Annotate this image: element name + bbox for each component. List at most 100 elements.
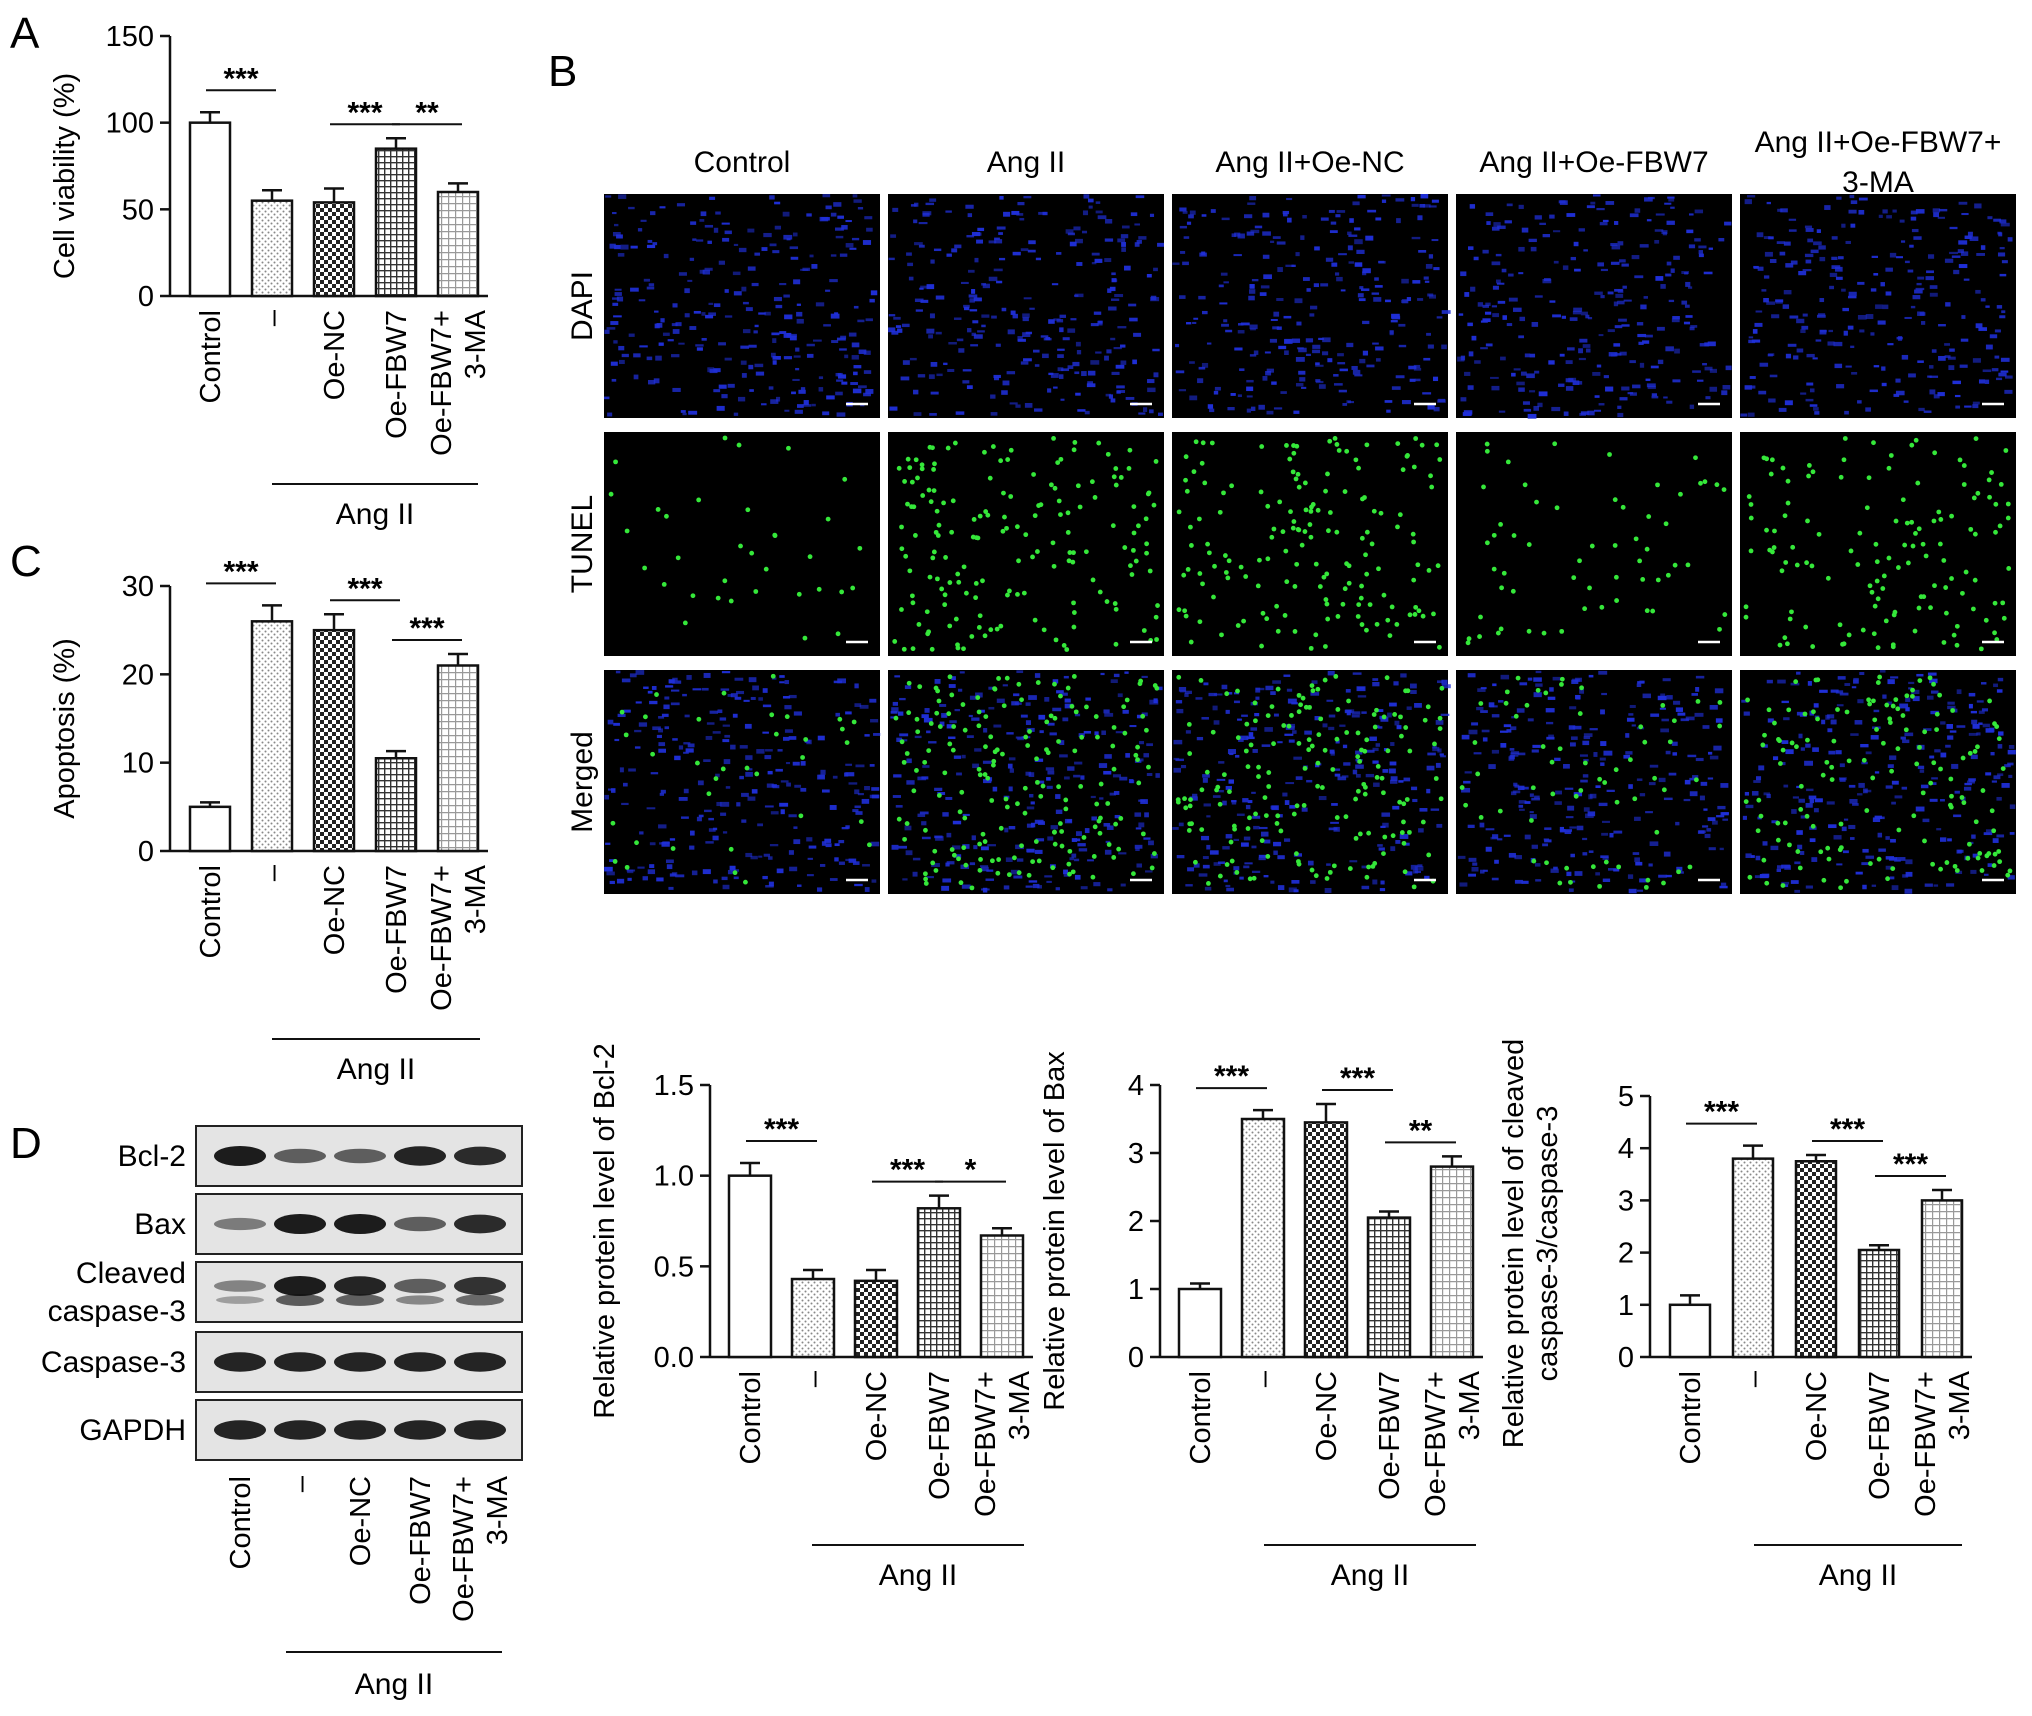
dapi-nucleus <box>840 335 847 339</box>
dapi-nucleus <box>1573 792 1583 797</box>
dapi-nucleus <box>1664 202 1672 205</box>
dapi-nucleus <box>1588 674 1594 678</box>
tunel-positive-cell <box>1340 601 1346 607</box>
tunel-positive-cell <box>1019 843 1024 849</box>
dapi-nucleus <box>1356 249 1365 254</box>
dapi-nucleus <box>1330 821 1339 824</box>
dapi-nucleus <box>1961 315 1966 319</box>
tunel-positive-cell <box>983 509 989 514</box>
dapi-nucleus <box>864 786 870 791</box>
dapi-nucleus <box>1755 310 1763 313</box>
dapi-nucleus <box>692 238 697 241</box>
dapi-nucleus <box>1067 232 1075 236</box>
tunel-positive-cell <box>1379 775 1385 781</box>
tunel-positive-cell <box>1264 616 1270 622</box>
tunel-positive-cell <box>1027 729 1032 734</box>
dapi-nucleus <box>1414 378 1421 382</box>
dapi-nucleus <box>647 379 656 385</box>
dapi-nucleus <box>1850 733 1859 736</box>
tunel-positive-cell <box>1183 805 1189 811</box>
dapi-nucleus <box>1972 358 1981 363</box>
dapi-nucleus <box>1255 696 1260 700</box>
dapi-nucleus <box>687 743 695 748</box>
tunel-positive-cell <box>1530 785 1536 791</box>
tunel-positive-cell <box>1089 479 1095 485</box>
tunel-positive-cell <box>1831 738 1837 744</box>
dapi-nucleus <box>1115 364 1125 369</box>
tunel-positive-cell <box>1685 562 1691 568</box>
dapi-nucleus <box>681 816 689 819</box>
dapi-nucleus <box>1899 219 1905 223</box>
tunel-positive-cell <box>1764 880 1770 886</box>
tunel-positive-cell <box>825 516 831 522</box>
dapi-nucleus <box>765 885 774 888</box>
tunel-positive-cell <box>1407 612 1413 618</box>
dapi-nucleus <box>1542 843 1549 847</box>
dapi-nucleus <box>1328 726 1335 731</box>
dapi-nucleus <box>1995 377 2003 381</box>
dapi-nucleus <box>1083 194 1090 199</box>
dapi-nucleus <box>1389 702 1397 707</box>
dapi-nucleus <box>1471 867 1479 872</box>
tunel-positive-cell <box>1253 811 1258 817</box>
tunel-positive-cell <box>1986 477 1992 483</box>
micrograph-merged <box>604 670 881 894</box>
dapi-nucleus <box>1050 825 1058 830</box>
dapi-nucleus <box>1594 395 1600 398</box>
tunel-positive-cell <box>1890 642 1896 648</box>
dapi-nucleus <box>1634 208 1641 213</box>
dapi-nucleus <box>1424 875 1430 881</box>
dapi-nucleus <box>715 773 720 778</box>
dapi-nucleus <box>696 347 703 351</box>
tunel-positive-cell <box>1127 447 1133 453</box>
dapi-nucleus <box>1493 222 1501 227</box>
tunel-positive-cell <box>1059 843 1065 849</box>
dapi-nucleus <box>1480 869 1485 874</box>
dapi-nucleus <box>1621 386 1630 391</box>
dapi-nucleus <box>888 314 896 317</box>
tunel-positive-cell <box>1960 755 1966 761</box>
tunel-positive-cell <box>2000 766 2006 772</box>
dapi-nucleus <box>1386 409 1391 413</box>
dapi-nucleus <box>1835 750 1842 755</box>
tunel-positive-cell <box>1372 861 1378 866</box>
dapi-nucleus <box>616 296 624 302</box>
dapi-nucleus <box>980 846 989 851</box>
tunel-positive-cell <box>1265 854 1271 859</box>
dapi-nucleus <box>837 372 843 377</box>
dapi-nucleus <box>969 862 976 866</box>
dapi-nucleus <box>1271 381 1277 385</box>
dapi-nucleus <box>1930 710 1939 715</box>
dapi-nucleus <box>1534 795 1540 799</box>
dapi-nucleus <box>1985 305 1990 308</box>
dapi-nucleus <box>1810 249 1819 254</box>
tunel-positive-cell <box>1693 777 1699 783</box>
dapi-nucleus <box>803 400 809 405</box>
dapi-nucleus <box>1954 790 1960 794</box>
dapi-nucleus <box>1629 392 1637 396</box>
dapi-nucleus <box>1708 247 1713 250</box>
tunel-positive-cell <box>927 574 933 580</box>
tunel-positive-cell <box>1954 868 1960 873</box>
dapi-nucleus <box>1978 327 1988 331</box>
tunel-positive-cell <box>1360 496 1365 502</box>
tunel-positive-cell <box>932 848 938 854</box>
dapi-nucleus <box>946 724 954 729</box>
dapi-nucleus <box>629 673 637 678</box>
dapi-nucleus <box>1958 201 1968 205</box>
tunel-positive-cell <box>696 497 702 503</box>
dapi-nucleus <box>1535 670 1542 674</box>
y-tick-label: 4 <box>1128 1070 1144 1102</box>
tunel-positive-cell <box>713 776 719 782</box>
tunel-positive-cell <box>934 576 940 582</box>
dapi-nucleus <box>616 234 623 239</box>
dapi-nucleus <box>935 295 945 300</box>
tunel-positive-cell <box>1301 803 1307 808</box>
tunel-positive-cell <box>1902 542 1908 548</box>
dapi-nucleus <box>1847 325 1854 330</box>
dapi-nucleus <box>1877 832 1883 838</box>
tunel-positive-cell <box>1355 614 1361 619</box>
tunel-positive-cell <box>1954 642 1960 648</box>
dapi-nucleus <box>851 355 859 360</box>
dapi-nucleus <box>980 865 989 868</box>
